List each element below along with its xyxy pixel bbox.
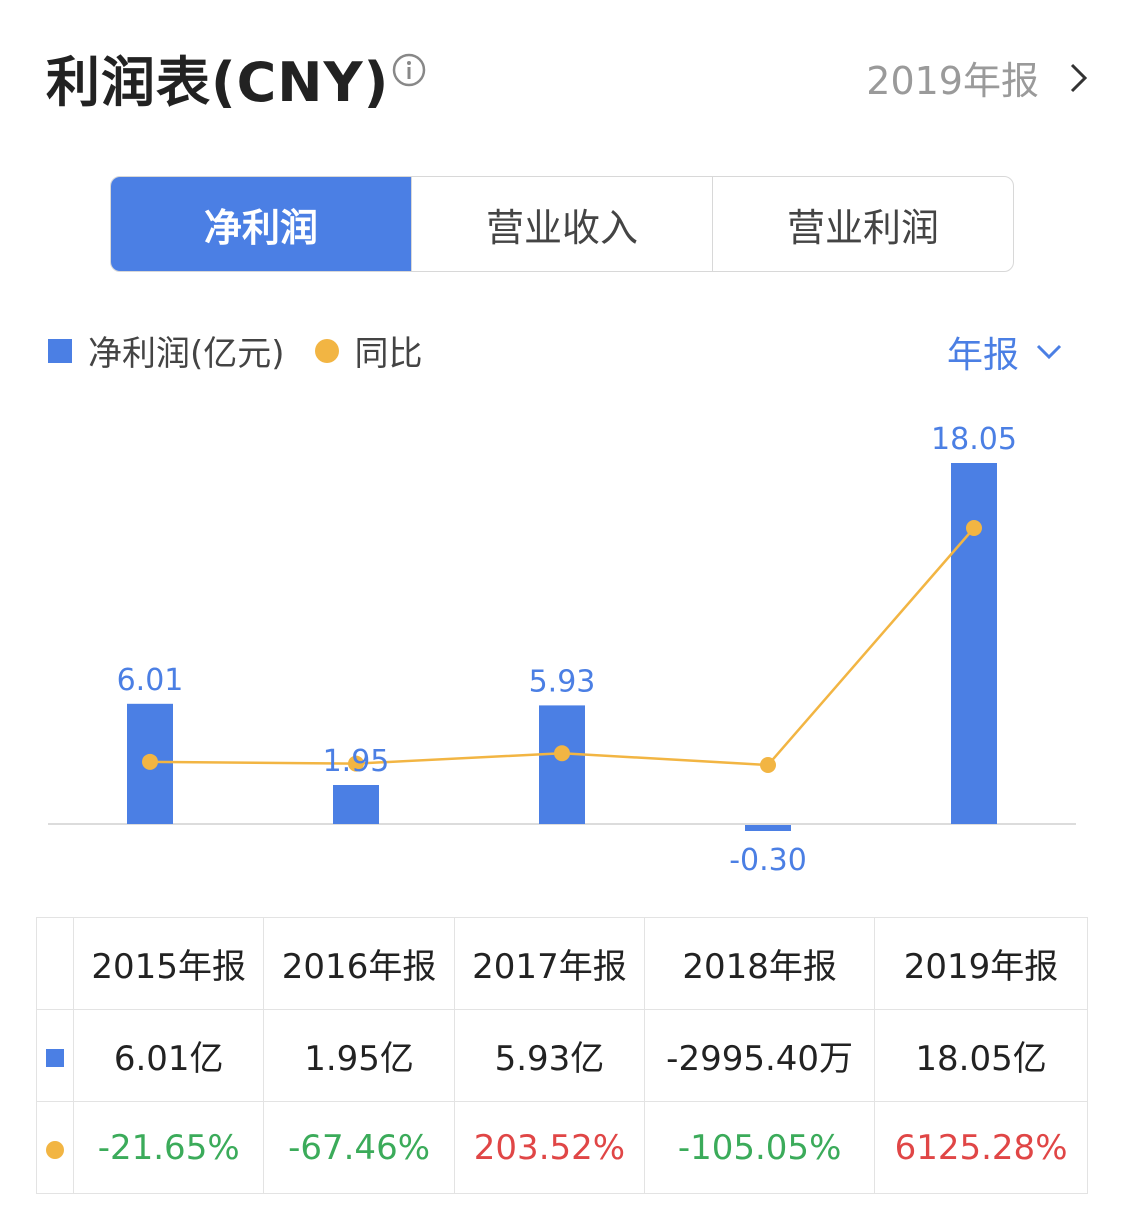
report-link-label: 2019年报 xyxy=(866,59,1039,103)
chart-data-label: 5.93 xyxy=(529,664,596,699)
table-header-cell: 2018年报 xyxy=(644,917,876,1010)
line-legend-marker xyxy=(314,338,339,363)
table-cell: -21.65% xyxy=(72,1101,265,1194)
chart-bar xyxy=(539,705,585,824)
table-cell: 6125.28% xyxy=(874,1101,1088,1194)
table-row-marker-cell xyxy=(36,1101,74,1194)
chart-data-label: 1.95 xyxy=(323,744,390,779)
table-row: 6.01亿 1.95亿 5.93亿 -2995.40万 18.05亿 xyxy=(36,1009,1088,1102)
line-legend-label: 同比 xyxy=(354,334,423,374)
page-title: 利润表(CNY) xyxy=(46,51,390,114)
period-selector[interactable]: 年报 xyxy=(947,326,1063,378)
bar-series-marker xyxy=(46,1048,64,1067)
bar-legend-marker xyxy=(48,338,72,363)
tab-operating-profit[interactable]: 营业利润 xyxy=(712,177,1013,271)
chart-point xyxy=(554,745,570,762)
period-label: 年报 xyxy=(946,335,1019,376)
report-link[interactable]: 2019年报 xyxy=(866,50,1089,105)
table-cell: -67.46% xyxy=(263,1101,455,1194)
table-cell: -105.05% xyxy=(644,1101,876,1194)
chart-bar xyxy=(333,785,379,824)
table-cell: 5.93亿 xyxy=(453,1009,646,1102)
table-cell: -2995.40万 xyxy=(644,1009,876,1102)
table-corner-cell xyxy=(36,917,74,1010)
chart-data-label: 6.01 xyxy=(117,663,184,698)
table-cell: 18.05亿 xyxy=(874,1009,1088,1102)
table-cell: 6.01亿 xyxy=(72,1009,265,1102)
chart-point xyxy=(966,520,982,536)
chevron-down-icon xyxy=(1036,344,1062,360)
table-row: -21.65% -67.46% 203.52% -105.05% 6125.28… xyxy=(36,1101,1088,1194)
net-profit-chart: 6.01 1.95 5.93 -0.30 18.05 xyxy=(48,422,1076,878)
chart-data-label: 18.05 xyxy=(931,422,1017,457)
tab-net-profit[interactable]: 净利润 xyxy=(111,177,411,271)
table-header-cell: 2015年报 xyxy=(72,917,265,1010)
chart-point xyxy=(142,753,158,770)
bar-legend-label: 净利润(亿元) xyxy=(88,334,285,374)
table-header-cell: 2017年报 xyxy=(453,917,646,1010)
chart-bar xyxy=(745,825,791,831)
table-row-marker-cell xyxy=(36,1009,74,1102)
chevron-right-icon xyxy=(1070,63,1088,92)
data-table: 2015年报 2016年报 2017年报 2018年报 2019年报 6.01亿… xyxy=(36,917,1088,1194)
table-cell: 1.95亿 xyxy=(263,1009,455,1102)
chart-bar xyxy=(951,463,997,824)
table-cell: 203.52% xyxy=(453,1101,646,1194)
table-header-cell: 2016年报 xyxy=(263,917,455,1010)
info-icon[interactable] xyxy=(392,53,426,87)
chart-point xyxy=(760,757,776,773)
chart-point xyxy=(348,755,364,772)
chart-data-label: -0.30 xyxy=(729,843,807,878)
table-header-cell: 2019年报 xyxy=(874,917,1088,1010)
table-header-row: 2015年报 2016年报 2017年报 2018年报 2019年报 xyxy=(36,917,1088,1010)
header: 利润表(CNY) 2019年报 xyxy=(0,0,1125,150)
tab-operating-revenue[interactable]: 营业收入 xyxy=(411,177,712,271)
line-series-marker xyxy=(46,1140,64,1159)
chart-legend: 净利润(亿元) 同比 xyxy=(48,326,423,375)
metric-tabs: 净利润 营业收入 营业利润 xyxy=(110,176,1014,272)
